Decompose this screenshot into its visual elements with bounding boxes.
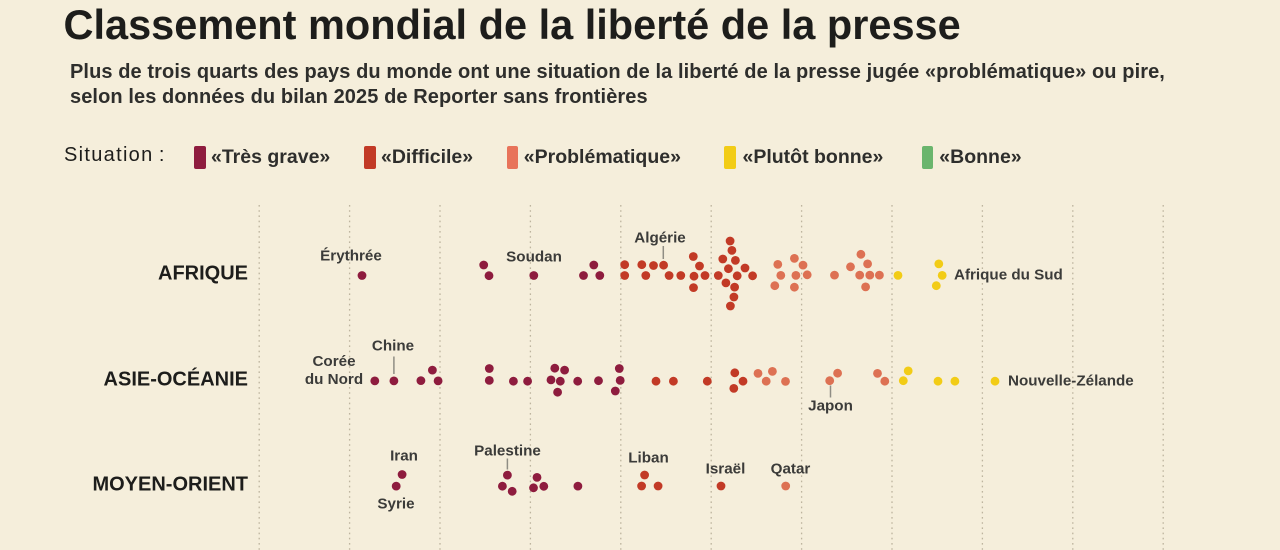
svg-text:Israël: Israël: [706, 461, 746, 478]
svg-text:Liban: Liban: [628, 450, 669, 467]
svg-text:MOYEN-ORIENT: MOYEN-ORIENT: [92, 474, 248, 496]
svg-text:Algérie: Algérie: [634, 230, 686, 247]
svg-text:Qatar: Qatar: [771, 461, 811, 478]
svg-text:Nouvelle-Zélande: Nouvelle-Zélande: [1008, 373, 1134, 390]
svg-text:Chine: Chine: [372, 338, 414, 355]
svg-text:Syrie: Syrie: [377, 496, 414, 513]
svg-text:Iran: Iran: [390, 448, 418, 465]
svg-text:Corée: Corée: [312, 353, 355, 370]
svg-text:du Nord: du Nord: [305, 371, 363, 388]
svg-text:Soudan: Soudan: [506, 249, 562, 266]
svg-text:ASIE-OCÉANIE: ASIE-OCÉANIE: [104, 368, 248, 391]
svg-text:Palestine: Palestine: [474, 443, 541, 460]
svg-text:Érythrée: Érythrée: [320, 248, 382, 265]
svg-text:Japon: Japon: [808, 398, 853, 415]
svg-text:Afrique du Sud: Afrique du Sud: [954, 267, 1063, 284]
svg-text:AFRIQUE: AFRIQUE: [158, 262, 248, 284]
